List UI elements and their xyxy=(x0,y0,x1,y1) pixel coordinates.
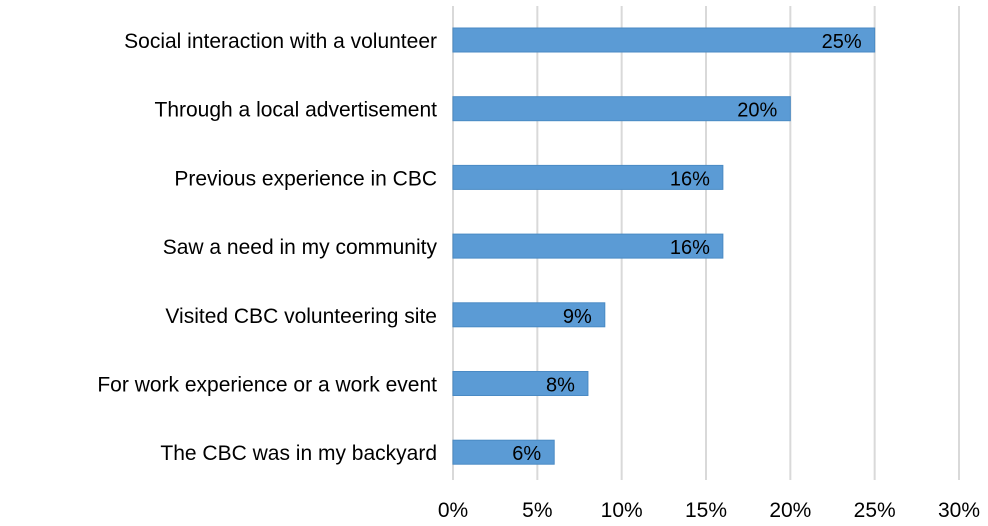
bar xyxy=(452,164,724,190)
category-labels: Social interaction with a volunteer Throu… xyxy=(97,30,437,465)
x-tick-label: 15% xyxy=(685,499,727,522)
x-tick-label: 10% xyxy=(601,499,643,522)
x-tick-label: 0% xyxy=(438,499,468,522)
category-label: Saw a need in my community xyxy=(163,236,438,259)
bar xyxy=(452,439,555,465)
x-tick-label: 25% xyxy=(854,499,896,522)
data-label: 20% xyxy=(737,100,777,122)
x-tick-label: 30% xyxy=(938,499,980,522)
bars xyxy=(452,27,876,465)
x-tick-label: 20% xyxy=(769,499,811,522)
bar xyxy=(452,96,791,122)
data-label: 8% xyxy=(546,375,575,397)
x-tick-label: 5% xyxy=(522,499,552,522)
data-labels: 25% 20% 16% 16% 9% 8% 6% xyxy=(512,31,862,465)
data-label: 6% xyxy=(512,443,541,465)
data-label: 9% xyxy=(563,306,592,328)
bar xyxy=(452,233,724,259)
x-axis-ticks: 0% 5% 10% 15% 20% 25% 30% xyxy=(438,499,980,522)
data-label: 25% xyxy=(822,31,862,53)
category-label: The CBC was in my backyard xyxy=(160,442,437,465)
category-label: For work experience or a work event xyxy=(97,374,437,397)
category-label: Through a local advertisement xyxy=(155,99,438,122)
bar xyxy=(452,302,606,328)
bar xyxy=(452,371,589,396)
bar xyxy=(452,27,876,53)
category-label: Previous experience in CBC xyxy=(174,167,437,190)
category-label: Visited CBC volunteering site xyxy=(165,305,437,328)
data-label: 16% xyxy=(670,237,710,259)
category-label: Social interaction with a volunteer xyxy=(124,30,437,53)
data-label: 16% xyxy=(670,168,710,190)
